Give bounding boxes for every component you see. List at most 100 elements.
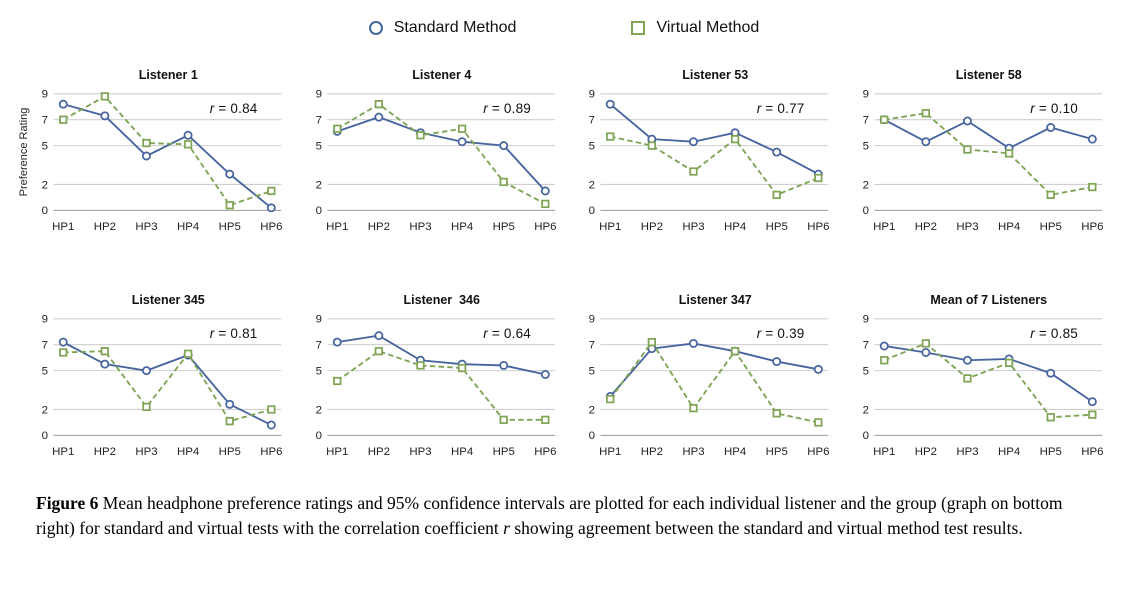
y-tick-label: 0 (862, 430, 868, 442)
line-chart-listener-347: 0 2 5 7 9 HP1 HP2 HP3 HP4 HP5 HP6 (589, 313, 830, 458)
line-chart-listener-4: 0 2 5 7 9 HP1 HP2 HP3 HP4 HP5 HP6 (315, 89, 556, 233)
line-chart-listener-53: 0 2 5 7 9 HP1 HP2 HP3 HP4 HP5 HP6 (589, 89, 830, 233)
standard-marker-icon (266, 203, 276, 213)
virtual-series-line (336, 103, 546, 205)
virtual-marker-icon (183, 349, 193, 358)
y-tick-label: 9 (862, 313, 868, 325)
y-tick-label: 2 (862, 404, 868, 416)
standard-marker-icon (142, 365, 151, 375)
standard-marker-icon (266, 420, 276, 430)
r-value: = 0.39 (761, 325, 805, 341)
x-tick-label: HP1 (873, 446, 895, 458)
r-value: = 0.10 (1034, 101, 1078, 116)
standard-marker-icon (772, 356, 782, 366)
standard-series-line (62, 340, 272, 426)
y-tick-label: 2 (862, 179, 868, 191)
x-tick-label: HP2 (641, 446, 663, 458)
y-tick-label: 9 (589, 313, 595, 325)
x-tick-label: HP5 (219, 446, 241, 458)
x-tick-label: HP1 (326, 221, 348, 233)
virtual-marker-icon (1087, 410, 1096, 419)
standard-marker-icon (58, 99, 68, 109)
virtual-marker-icon (332, 376, 341, 385)
x-tick-label: HP3 (682, 446, 704, 458)
standard-series-line (609, 342, 819, 397)
line-chart-listener-1: 0 2 5 7 9 HP1 HP2 HP3 HP4 HP5 HP6 (42, 89, 283, 233)
virtual-marker-icon (540, 415, 549, 424)
virtual-marker-icon (606, 132, 615, 141)
y-tick-label: 0 (589, 430, 595, 442)
plot-area: r = 0.84 0 2 5 7 9 HP1 HP2 HP3 HP4 HP5 HP6 (24, 84, 286, 237)
virtual-marker-icon (1004, 149, 1013, 158)
correlation-label: r = 0.39 (757, 326, 805, 341)
plot-area: r = 0.10 0 2 5 7 9 HP1 HP2 HP3 HP4 HP5 HP6 (845, 84, 1107, 237)
standard-series-line (336, 334, 546, 375)
x-tick-label: HP3 (409, 446, 431, 458)
standard-marker-icon (498, 141, 508, 151)
correlation-label: r = 0.85 (1030, 326, 1078, 341)
virtual-marker-icon (267, 404, 276, 414)
virtual-marker-icon (962, 145, 972, 154)
y-tick-label: 9 (42, 89, 48, 101)
y-tick-label: 5 (862, 365, 868, 377)
y-tick-label: 5 (42, 365, 48, 377)
virtual-marker-icon (183, 140, 193, 149)
chart-cell-listener-346: Listener 346 r = 0.64 0 2 5 7 9 HP1 HP2 HP3 HP4 H… (298, 293, 560, 462)
x-tick-label: HP4 (177, 446, 200, 458)
y-tick-label: 2 (315, 404, 321, 416)
standard-marker-icon (332, 337, 342, 347)
line-chart-listener-58: 0 2 5 7 9 HP1 HP2 HP3 HP4 HP5 HP6 (862, 89, 1103, 233)
plot-area: r = 0.89 0 2 5 7 9 HP1 HP2 HP3 HP4 HP5 HP6 (298, 84, 560, 237)
correlation-label: r = 0.81 (210, 326, 258, 341)
x-tick-label: HP1 (599, 221, 621, 233)
y-tick-label: 7 (589, 115, 595, 127)
x-tick-label: HP5 (766, 446, 788, 458)
chart-cell-listener-4: Listener 4 r = 0.89 0 2 5 7 9 HP1 HP2 HP3 HP4 HP5… (298, 68, 560, 237)
standard-marker-icon (879, 341, 889, 351)
standard-marker-icon (540, 186, 550, 196)
x-tick-label: HP1 (52, 221, 74, 233)
standard-series-line (336, 116, 546, 192)
virtual-marker-icon (499, 415, 508, 424)
r-value: = 0.64 (487, 325, 531, 341)
r-symbol: r (756, 325, 762, 341)
plot-area: r = 0.85 0 2 5 7 9 HP1 HP2 HP3 HP4 HP5 HP6 (845, 309, 1107, 462)
standard-marker-icon (920, 137, 930, 147)
chart-legend: Standard Method Virtual Method (0, 12, 1128, 44)
standard-marker-icon (100, 111, 110, 121)
x-tick-label: HP6 (807, 446, 829, 458)
x-tick-label: HP4 (177, 221, 200, 233)
x-tick-label: HP1 (599, 446, 621, 458)
virtual-series-line (883, 112, 1092, 196)
standard-marker-icon (689, 338, 698, 348)
y-tick-label: 2 (42, 179, 48, 191)
y-tick-label: 0 (315, 205, 321, 217)
x-tick-label: HP5 (492, 221, 514, 233)
y-tick-label: 5 (42, 140, 48, 152)
virtual-series-line (336, 349, 545, 421)
line-chart-listener-346: 0 2 5 7 9 HP1 HP2 HP3 HP4 HP5 HP6 (315, 313, 556, 458)
virtual-marker-icon (814, 173, 823, 183)
x-tick-label: HP5 (766, 221, 788, 233)
y-tick-label: 0 (589, 205, 595, 217)
virtual-marker-icon (415, 131, 425, 140)
virtual-marker-icon (1046, 412, 1055, 421)
virtual-series-line (63, 349, 272, 422)
standard-marker-icon (58, 337, 68, 347)
y-tick-label: 0 (315, 430, 321, 442)
virtual-marker-icon (457, 363, 466, 372)
r-symbol: r (209, 101, 215, 116)
x-tick-label: HP3 (135, 446, 157, 458)
x-tick-label: HP3 (409, 221, 431, 233)
virtual-marker-icon (499, 177, 508, 187)
figure-caption: Figure 6 Mean headphone preference ratin… (36, 491, 1088, 541)
x-tick-label: HP2 (367, 446, 389, 458)
x-tick-label: HP4 (997, 446, 1020, 458)
y-tick-label: 5 (862, 140, 868, 152)
virtual-marker-icon (814, 417, 823, 427)
standard-marker-icon (813, 364, 823, 374)
y-tick-label: 0 (42, 430, 48, 442)
virtual-marker-icon (772, 408, 781, 418)
y-tick-label: 7 (315, 115, 321, 127)
y-tick-label: 9 (862, 89, 868, 101)
